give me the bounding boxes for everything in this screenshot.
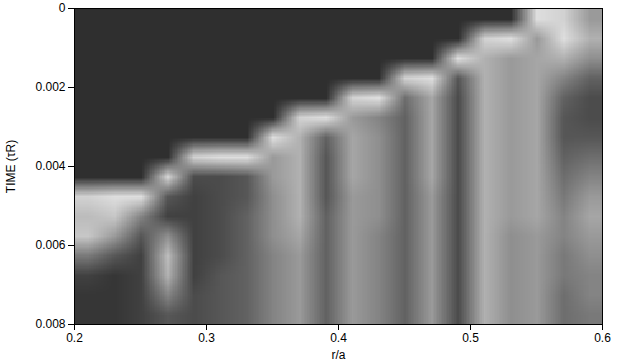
- svg-text:0.008: 0.008: [35, 317, 65, 331]
- svg-text:0.4: 0.4: [330, 331, 347, 345]
- svg-text:0.3: 0.3: [198, 331, 215, 345]
- svg-text:TIME (τR): TIME (τR): [4, 140, 18, 193]
- svg-text:0.002: 0.002: [35, 80, 65, 94]
- svg-text:0.5: 0.5: [462, 331, 479, 345]
- svg-text:0.2: 0.2: [66, 331, 83, 345]
- svg-text:r/a: r/a: [331, 348, 345, 362]
- svg-text:0.6: 0.6: [594, 331, 611, 345]
- svg-text:0.004: 0.004: [35, 159, 65, 173]
- svg-text:0.006: 0.006: [35, 238, 65, 252]
- svg-text:0: 0: [59, 1, 66, 15]
